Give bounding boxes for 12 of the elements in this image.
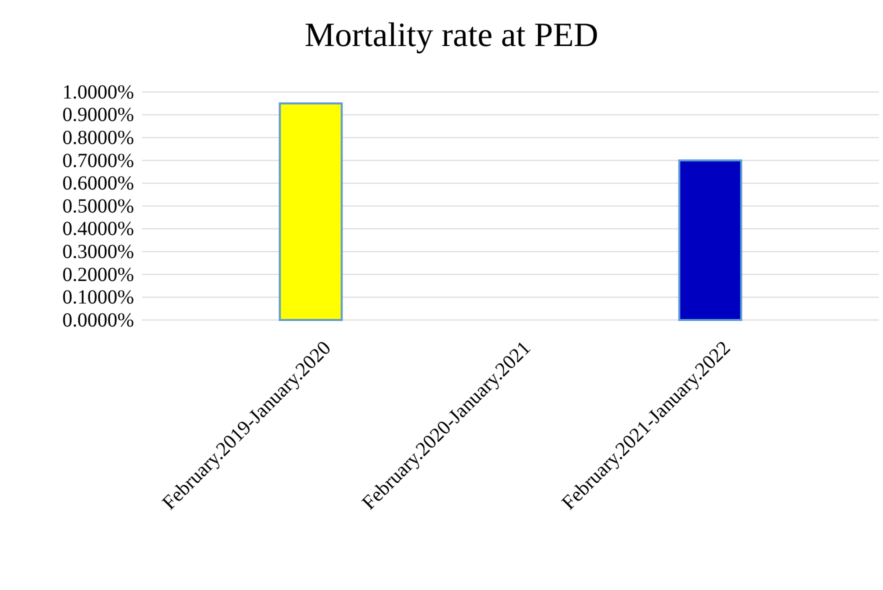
y-tick-label: 0.9000% bbox=[62, 104, 134, 126]
y-tick-label: 0.3000% bbox=[62, 241, 134, 263]
y-tick-label: 1.0000% bbox=[62, 81, 134, 104]
y-tick-label: 0.5000% bbox=[62, 195, 134, 218]
chart-title: Mortality rate at PED bbox=[304, 17, 598, 54]
y-tick-label: 0.4000% bbox=[62, 218, 134, 240]
y-tick-label: 0.6000% bbox=[62, 172, 134, 195]
y-tick-label: 0.0000% bbox=[62, 309, 134, 332]
y-tick-label: 0.1000% bbox=[62, 286, 134, 309]
y-tick-label: 0.7000% bbox=[62, 150, 134, 172]
y-tick-label: 0.8000% bbox=[62, 127, 134, 149]
y-tick-label: 0.2000% bbox=[62, 264, 134, 286]
